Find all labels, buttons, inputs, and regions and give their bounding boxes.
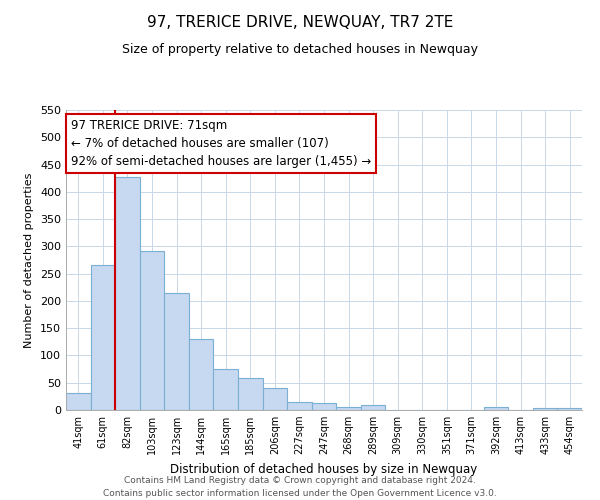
Bar <box>189 339 214 410</box>
Bar <box>336 406 361 410</box>
Text: Contains HM Land Registry data © Crown copyright and database right 2024.: Contains HM Land Registry data © Crown c… <box>124 476 476 485</box>
Bar <box>214 368 238 410</box>
Bar <box>263 388 287 410</box>
Bar <box>115 176 140 410</box>
Bar <box>164 292 189 410</box>
Bar <box>557 408 582 410</box>
Text: 97 TRERICE DRIVE: 71sqm
← 7% of detached houses are smaller (107)
92% of semi-de: 97 TRERICE DRIVE: 71sqm ← 7% of detached… <box>71 119 371 168</box>
Bar <box>287 402 312 410</box>
Text: Contains public sector information licensed under the Open Government Licence v3: Contains public sector information licen… <box>103 488 497 498</box>
Y-axis label: Number of detached properties: Number of detached properties <box>25 172 34 348</box>
Text: 97, TRERICE DRIVE, NEWQUAY, TR7 2TE: 97, TRERICE DRIVE, NEWQUAY, TR7 2TE <box>147 15 453 30</box>
Bar <box>140 250 164 410</box>
Text: Size of property relative to detached houses in Newquay: Size of property relative to detached ho… <box>122 42 478 56</box>
Bar <box>361 405 385 410</box>
Bar <box>66 392 91 410</box>
Bar <box>312 403 336 410</box>
X-axis label: Distribution of detached houses by size in Newquay: Distribution of detached houses by size … <box>170 462 478 475</box>
Bar <box>238 378 263 410</box>
Bar <box>533 408 557 410</box>
Bar <box>484 408 508 410</box>
Bar <box>91 266 115 410</box>
